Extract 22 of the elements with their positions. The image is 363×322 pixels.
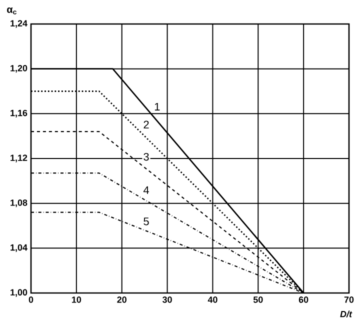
annotation: 3 [144,152,149,161]
annotation: 4 [143,186,149,194]
x-tick-label: 60 [298,296,308,303]
y-tick-label: 1,00 [10,289,28,297]
y-tick-label: 1,04 [10,244,28,252]
x-tick-label: 30 [162,296,172,303]
y-tick-label: 1,16 [10,110,28,118]
y-axis-title: α$_{c}$ [7,7,16,14]
x-tick-label: 50 [253,296,263,303]
x-tick-label: 10 [72,296,82,303]
x-tick-label: 20 [117,296,126,303]
x-tick-label: 40 [208,296,218,303]
annotation: 1 [154,102,160,110]
x-axis-title: D/t [340,310,352,318]
annotation: 5 [144,218,149,226]
y-tick-label: 1,12 [10,154,28,162]
x-tick-label: 70 [344,296,354,303]
y-tick-label: 1,08 [10,200,28,208]
y-tick-label: 1,24 [10,20,28,28]
y-tick-label: 1,20 [10,65,28,73]
x-tick-label: 0 [28,296,34,303]
annotation: 2 [144,120,149,128]
